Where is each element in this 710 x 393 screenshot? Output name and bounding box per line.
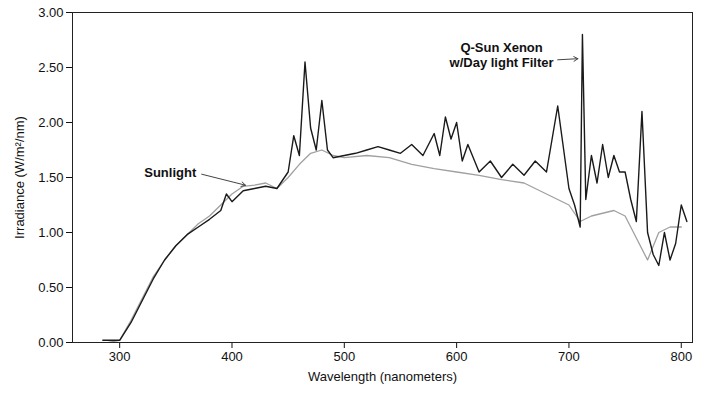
svg-text:0.00: 0.00 (38, 335, 63, 350)
svg-text:0.50: 0.50 (38, 280, 63, 295)
svg-text:Sunlight: Sunlight (144, 165, 197, 180)
svg-text:2.00: 2.00 (38, 115, 63, 130)
svg-text:600: 600 (446, 349, 468, 364)
svg-text:2.50: 2.50 (38, 60, 63, 75)
svg-text:Q-Sun Xenonw/Day light Filter: Q-Sun Xenonw/Day light Filter (449, 40, 554, 70)
svg-text:1.50: 1.50 (38, 170, 63, 185)
svg-text:Irradiance (W/m²/nm): Irradiance (W/m²/nm) (12, 116, 27, 239)
svg-text:700: 700 (558, 349, 580, 364)
svg-text:800: 800 (670, 349, 692, 364)
svg-text:300: 300 (109, 349, 131, 364)
svg-text:400: 400 (221, 349, 243, 364)
svg-text:3.00: 3.00 (38, 5, 63, 20)
svg-text:Wavelength (nanometers): Wavelength (nanometers) (308, 369, 457, 384)
svg-text:1.00: 1.00 (38, 225, 63, 240)
svg-text:500: 500 (333, 349, 355, 364)
